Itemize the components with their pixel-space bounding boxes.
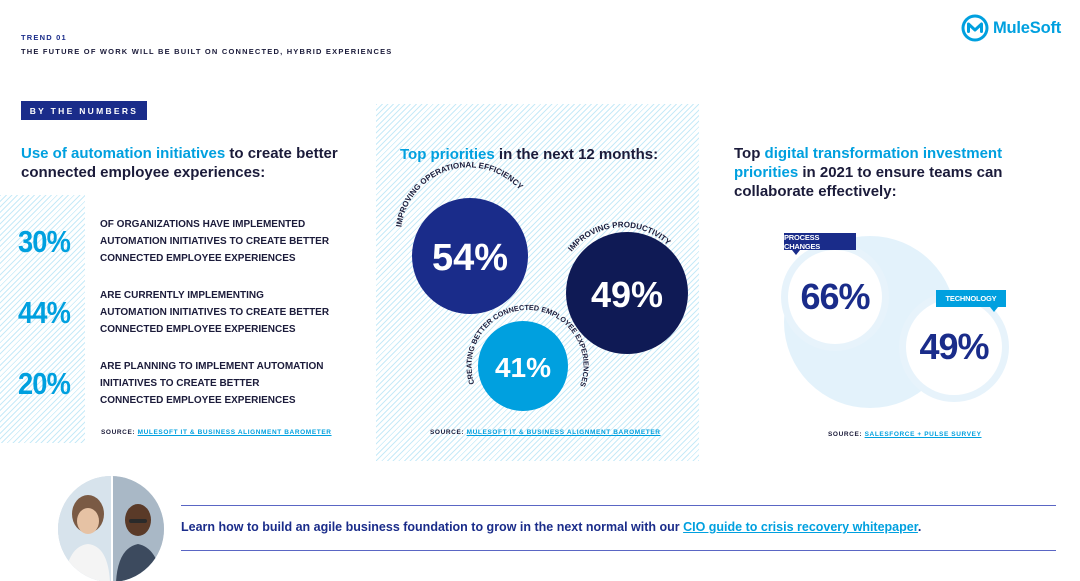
- cta-text: Learn how to build an agile business fou…: [181, 520, 921, 534]
- source-link[interactable]: MULESOFT IT & BUSINESS ALIGNMENT BAROMET…: [467, 429, 661, 436]
- cta-divider-bottom: [181, 550, 1056, 551]
- stat-line: CONNECTED EMPLOYEE EXPERIENCES: [100, 250, 329, 267]
- process-changes-circle: 66%: [788, 250, 882, 344]
- stat-line: ARE CURRENTLY IMPLEMENTING: [100, 287, 329, 304]
- mulesoft-logo-icon: [961, 14, 989, 42]
- logo-text: MuleSoft: [993, 19, 1061, 38]
- source-link[interactable]: MULESOFT IT & BUSINESS ALIGNMENT BAROMET…: [138, 429, 332, 436]
- stat-line: OF ORGANIZATIONS HAVE IMPLEMENTED: [100, 216, 329, 233]
- source-label: SOURCE:: [101, 429, 138, 436]
- left-source: SOURCE: MULESOFT IT & BUSINESS ALIGNMENT…: [101, 429, 332, 436]
- stat-value: 20%: [18, 366, 90, 402]
- by-the-numbers-badge: BY THE NUMBERS: [21, 101, 147, 120]
- bubble-value: 41%: [495, 352, 551, 383]
- right-source: SOURCE: SALESFORCE + PULSE SURVEY: [828, 431, 982, 438]
- stat-value: 44%: [18, 295, 90, 331]
- trend-subtitle: THE FUTURE OF WORK WILL BE BUILT ON CONN…: [21, 47, 392, 56]
- people-photo-image: [58, 476, 164, 581]
- bubble-value: 54%: [432, 237, 508, 279]
- technology-tag: TECHNOLOGY: [936, 290, 1006, 307]
- source-link[interactable]: SALESFORCE + PULSE SURVEY: [865, 431, 982, 438]
- right-heading: Top digital transformation investment pr…: [734, 144, 1034, 201]
- left-heading: Use of automation initiatives to create …: [21, 144, 341, 182]
- stat-line: CONNECTED EMPLOYEE EXPERIENCES: [100, 392, 324, 409]
- process-changes-tag: PROCESS CHANGES: [784, 233, 856, 250]
- cta-body: Learn how to build an agile business fou…: [181, 520, 683, 534]
- cta-divider-top: [181, 505, 1056, 506]
- people-photo: [58, 476, 164, 581]
- trend-label: TREND 01: [21, 33, 392, 42]
- stat-row-implementing: 44% ARE CURRENTLY IMPLEMENTING AUTOMATIO…: [18, 287, 348, 338]
- mulesoft-logo[interactable]: MuleSoft: [961, 14, 1061, 42]
- stat-text: OF ORGANIZATIONS HAVE IMPLEMENTED AUTOMA…: [100, 216, 329, 267]
- middle-source: SOURCE: MULESOFT IT & BUSINESS ALIGNMENT…: [430, 429, 661, 436]
- bubble-value: 49%: [591, 274, 663, 315]
- stat-text: ARE PLANNING TO IMPLEMENT AUTOMATION INI…: [100, 358, 324, 409]
- source-label: SOURCE:: [430, 429, 467, 436]
- stat-line: ARE PLANNING TO IMPLEMENT AUTOMATION: [100, 358, 324, 375]
- stat-value: 30%: [18, 224, 90, 260]
- stat-line: AUTOMATION INITIATIVES TO CREATE BETTER: [100, 304, 329, 321]
- stat-line: CONNECTED EMPLOYEE EXPERIENCES: [100, 321, 329, 338]
- right-heading-pre: Top: [734, 145, 765, 162]
- priority-bubbles: IMPROVING OPERATIONAL EFFICIENCY IMPROVI…: [376, 104, 699, 461]
- whitepaper-link[interactable]: CIO guide to crisis recovery whitepaper: [683, 520, 918, 534]
- technology-circle: 49%: [906, 299, 1002, 395]
- cta-end: .: [918, 520, 921, 534]
- left-heading-highlight: Use of automation initiatives: [21, 145, 225, 162]
- stat-row-planning: 20% ARE PLANNING TO IMPLEMENT AUTOMATION…: [18, 358, 348, 409]
- trend-header: TREND 01 THE FUTURE OF WORK WILL BE BUIL…: [21, 33, 392, 56]
- stat-row-implemented: 30% OF ORGANIZATIONS HAVE IMPLEMENTED AU…: [18, 216, 348, 267]
- source-label: SOURCE:: [828, 431, 865, 438]
- stat-line: AUTOMATION INITIATIVES TO CREATE BETTER: [100, 233, 329, 250]
- stat-text: ARE CURRENTLY IMPLEMENTING AUTOMATION IN…: [100, 287, 329, 338]
- stat-line: INITIATIVES TO CREATE BETTER: [100, 375, 324, 392]
